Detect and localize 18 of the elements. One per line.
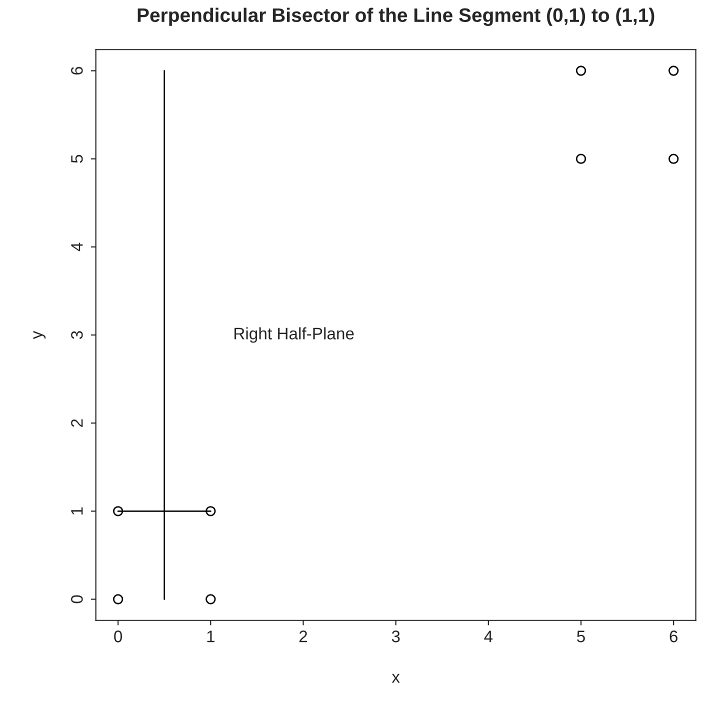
x-tick-label: 3	[392, 630, 400, 642]
y-tick-label: 3	[71, 331, 83, 339]
x-tick-label: 5	[577, 630, 585, 642]
x-tick-label: 4	[484, 630, 493, 642]
y-tick-label: 5	[71, 154, 83, 163]
y-tick-label: 4	[71, 242, 83, 252]
x-tick-label: 1	[207, 630, 214, 642]
y-axis-title: y	[33, 330, 46, 340]
x-tick-label: 2	[299, 630, 308, 642]
y-tick-label: 0	[71, 595, 83, 604]
y-tick-label: 1	[71, 507, 83, 515]
y-tick-label: 2	[71, 419, 83, 427]
annotation: Right Half-Plane	[234, 327, 354, 343]
x-tick-label: 0	[114, 630, 122, 642]
x-axis-title: x	[392, 674, 400, 683]
chart-title: Perpendicular Bisector of the Line Segment (0,1) to (1,1)	[138, 8, 654, 26]
x-tick-label: 6	[670, 630, 678, 642]
y-tick-label: 6	[71, 66, 83, 75]
